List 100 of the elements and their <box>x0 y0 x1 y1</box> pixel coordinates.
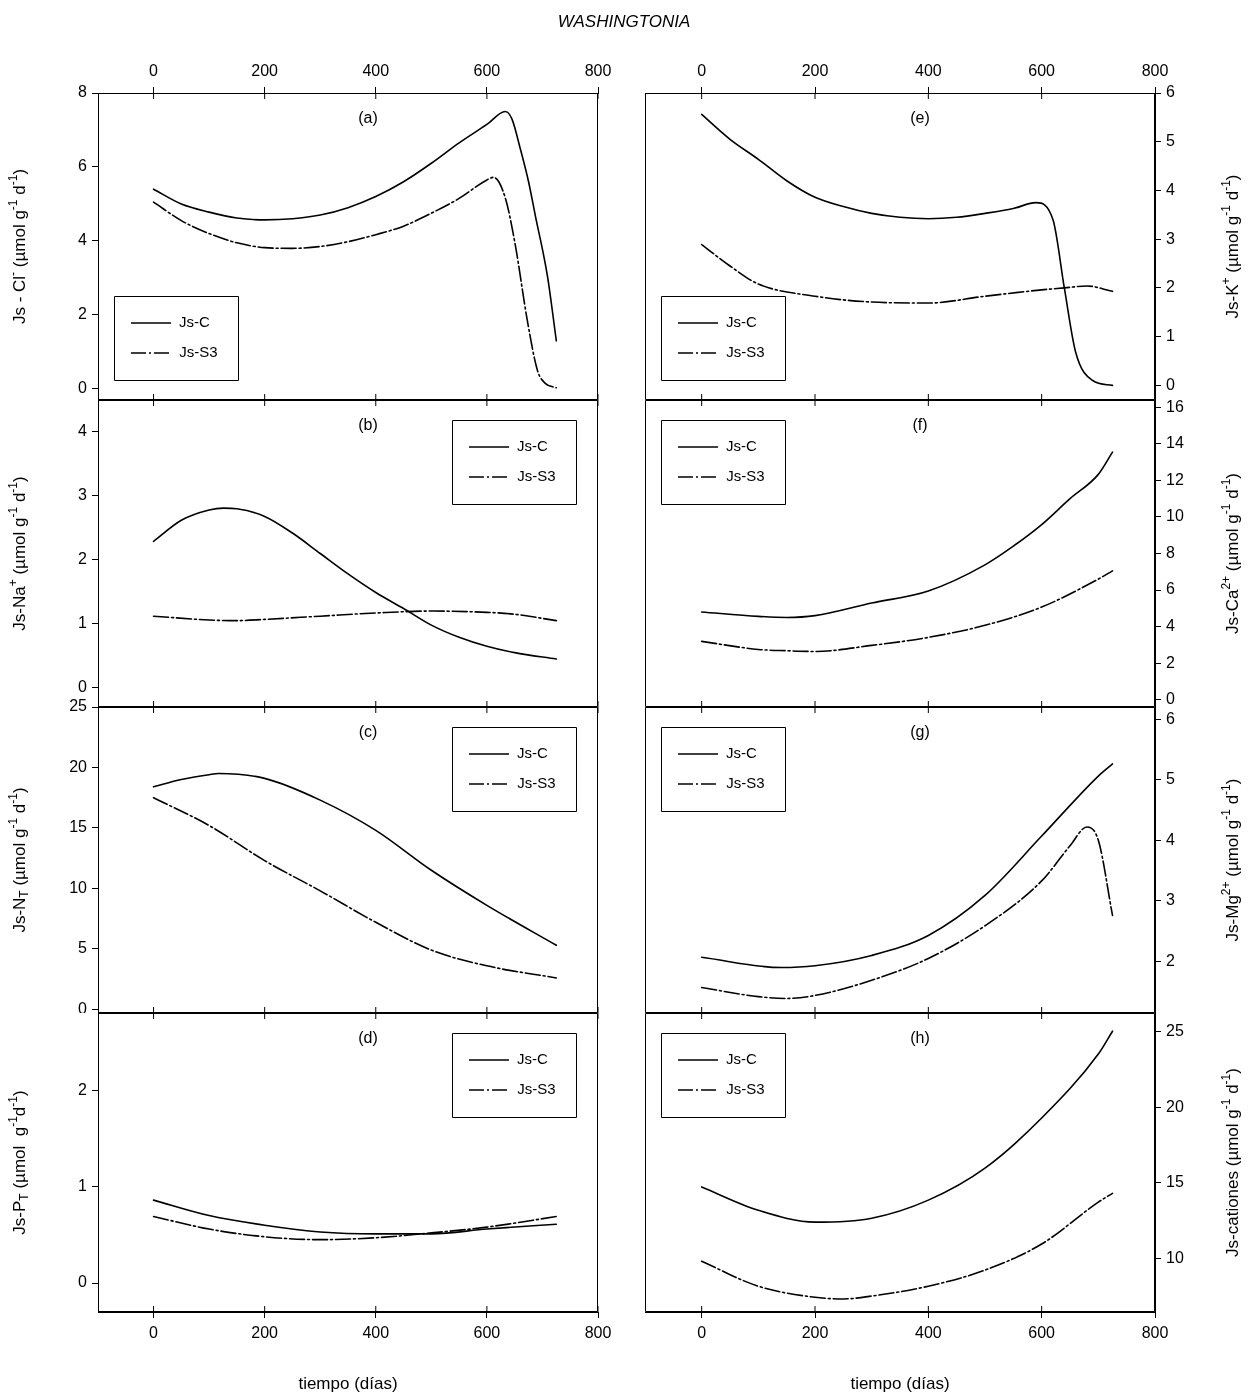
y2-tick-label: 16 <box>1166 397 1184 415</box>
x2-tick-label: 400 <box>914 61 942 79</box>
legend-label: Js-S3 <box>517 1080 556 1098</box>
y-tick-label: 0 <box>78 379 88 397</box>
y2-tick-label: 3 <box>1166 229 1175 247</box>
x2-tick-label: 0 <box>697 61 707 79</box>
x-tick-label: 800 <box>584 1324 612 1342</box>
y2-axis-title: Js-Ca2+ (µmol g-1 d-1) <box>1218 472 1242 634</box>
y-tick-label: 2 <box>78 550 88 568</box>
y2-tick-label: 4 <box>1166 830 1175 848</box>
line-series <box>700 570 1114 653</box>
x-tick-label: 0 <box>149 1324 159 1342</box>
y2-tick-label: 2 <box>1166 653 1175 671</box>
y-tick-label: 10 <box>69 878 88 896</box>
y-tick-label: 20 <box>69 757 88 775</box>
x2-tick-label: 600 <box>1028 61 1056 79</box>
y-tick-label: 1 <box>78 1177 88 1195</box>
y2-tick-label: 0 <box>1166 375 1175 393</box>
annotation: (d) <box>358 1029 378 1047</box>
line-series <box>700 826 1114 1000</box>
x-tick-label: 600 <box>1028 1324 1056 1342</box>
y-tick-label: 5 <box>78 939 88 957</box>
x-axis-title: tiempo (días) <box>850 1374 950 1394</box>
y2-tick-label: 2 <box>1166 278 1175 296</box>
y2-tick-label: 15 <box>1166 1173 1184 1191</box>
annotation: (g) <box>910 723 930 741</box>
line-series <box>152 772 558 947</box>
x-axis-title: tiempo (días) <box>298 1374 398 1394</box>
y-tick-label: 0 <box>78 678 88 696</box>
x2-tick-label: 800 <box>1141 61 1169 79</box>
y2-tick-label: 8 <box>1166 543 1175 561</box>
x-tick-label: 400 <box>914 1324 942 1342</box>
y-tick-label: 6 <box>78 157 88 175</box>
legend-label: Js-S3 <box>726 467 765 485</box>
x2-tick-label: 200 <box>251 61 279 79</box>
x-tick-label: 600 <box>473 1324 501 1342</box>
y-tick-label: 4 <box>78 231 88 249</box>
x2-tick-label: 0 <box>149 61 159 79</box>
y-tick-label: 8 <box>78 83 88 101</box>
legend-label: Js-S3 <box>179 343 218 361</box>
y2-tick-label: 12 <box>1166 470 1184 488</box>
line-series <box>700 1030 1114 1223</box>
y2-tick-label: 5 <box>1166 132 1175 150</box>
legend-label: Js-C <box>517 1050 549 1068</box>
legend-label: Js-C <box>517 744 549 762</box>
x-tick-label: 200 <box>251 1324 279 1342</box>
y2-tick-label: 1 <box>1166 327 1175 345</box>
y2-axis-title: Js-K+ (µmol g-1 d-1) <box>1218 174 1242 319</box>
y2-tick-label: 2 <box>1166 951 1175 969</box>
x-tick-label: 400 <box>362 1324 390 1342</box>
y-tick-label: 3 <box>78 486 88 504</box>
x2-tick-label: 200 <box>801 61 829 79</box>
line-series <box>152 110 558 342</box>
annotation: (h) <box>910 1029 930 1047</box>
y-tick-label: 4 <box>78 422 88 440</box>
line-series <box>700 763 1114 969</box>
y-tick-label: 15 <box>69 818 88 836</box>
legend-label: Js-C <box>726 1050 758 1068</box>
legend-label: Js-S3 <box>726 774 765 792</box>
chart-title: WASHINGTONIA <box>556 12 692 32</box>
x-tick-label: 200 <box>801 1324 829 1342</box>
y2-tick-label: 10 <box>1166 1249 1184 1267</box>
y2-tick-label: 6 <box>1166 709 1175 727</box>
y2-axis-title: Js-cationes (µmol g-1 d-1) <box>1218 1068 1242 1257</box>
y-axis-title: Js-Na+ (µmol g-1 d-1) <box>5 476 29 631</box>
legend-label: Js-S3 <box>726 343 765 361</box>
annotation: (e) <box>910 109 930 127</box>
annotation: (b) <box>358 416 378 434</box>
legend-label: Js-C <box>726 313 758 331</box>
legend-label: Js-S3 <box>726 1080 765 1098</box>
line-series <box>152 796 558 979</box>
y-tick-label: 2 <box>78 1080 88 1098</box>
legend-label: Js-C <box>517 437 549 455</box>
x-tick-label: 0 <box>697 1324 707 1342</box>
y-axis-title: Js - Cl- (µmol g-1 d-1) <box>5 168 29 325</box>
line-series <box>700 113 1114 387</box>
legend-label: Js-C <box>726 437 758 455</box>
line-series <box>700 451 1114 619</box>
y2-tick-label: 14 <box>1166 434 1184 452</box>
annotation: (a) <box>358 109 378 127</box>
y2-tick-label: 4 <box>1166 180 1175 198</box>
y2-tick-label: 25 <box>1166 1021 1184 1039</box>
legend-label: Js-S3 <box>517 467 556 485</box>
y-axis-title: Js-PT (µmol g-1d-1) <box>5 1090 32 1235</box>
y-tick-label: 1 <box>78 614 88 632</box>
x-tick-label: 800 <box>1141 1324 1169 1342</box>
line-series <box>700 1192 1114 1300</box>
legend-label: Js-C <box>179 313 211 331</box>
annotation: (f) <box>912 416 928 434</box>
legend-label: Js-S3 <box>517 774 556 792</box>
y-tick-label: 25 <box>69 697 88 715</box>
x2-tick-label: 400 <box>362 61 390 79</box>
y-tick-label: 2 <box>78 305 88 323</box>
annotation: (c) <box>358 723 378 741</box>
y-tick-label: 0 <box>78 1273 88 1291</box>
x2-tick-label: 600 <box>473 61 501 79</box>
y2-tick-label: 10 <box>1166 507 1184 525</box>
y2-tick-label: 0 <box>1166 690 1175 708</box>
x2-tick-label: 800 <box>584 61 612 79</box>
line-series <box>152 176 558 389</box>
